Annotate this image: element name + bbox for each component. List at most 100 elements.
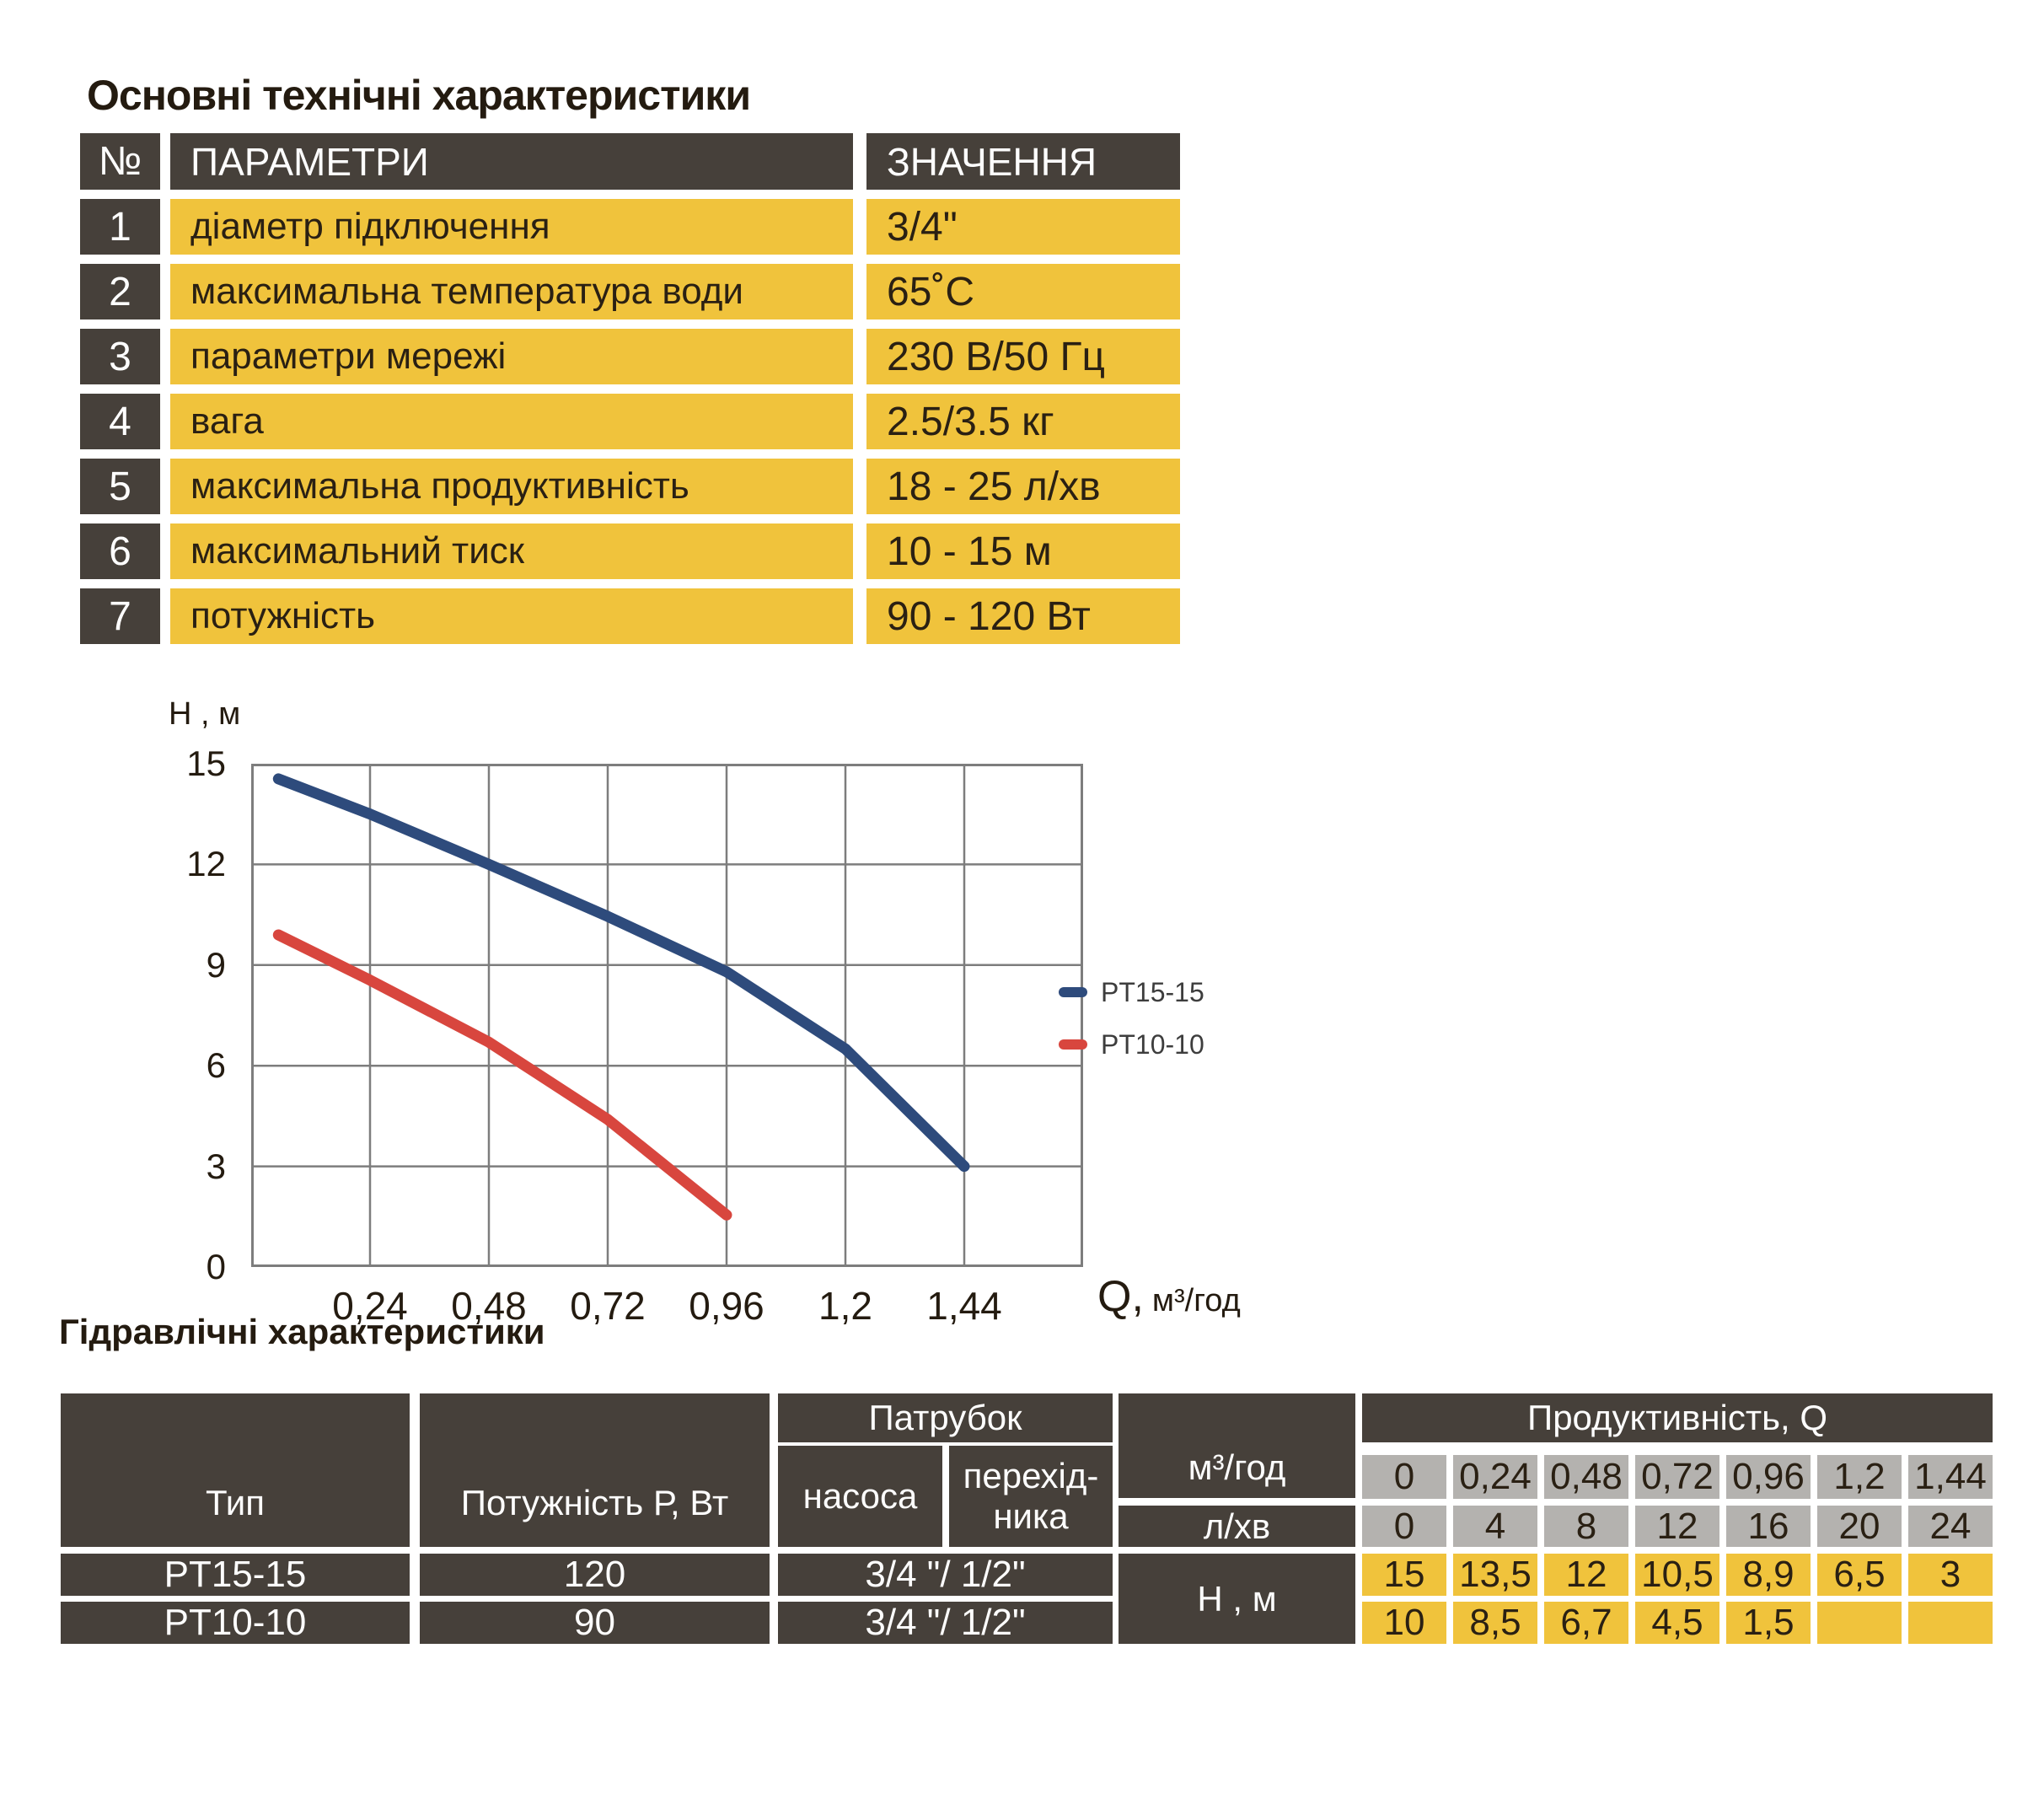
- row-number: 4: [80, 394, 160, 449]
- head-value-cell: [1817, 1602, 1902, 1644]
- pump-type-cell: PT15-15: [61, 1554, 410, 1596]
- row-value: 65˚С: [866, 264, 1180, 319]
- head-value-cell: 8,5: [1453, 1602, 1537, 1644]
- spec-table: № ПАРАМЕТРИ ЗНАЧЕННЯ 1 діаметр підключен…: [80, 133, 1180, 653]
- legend-item-pt10: PT10-10: [1059, 1028, 1204, 1060]
- unit-cell-lmin: л/хв: [1119, 1506, 1355, 1547]
- row-parameter: максимальний тиск: [170, 523, 853, 579]
- head-value-cell: 13,5: [1453, 1554, 1537, 1596]
- series-line-pt15-15: [272, 773, 970, 1173]
- page-title: Основні технічні характеристики: [87, 72, 751, 119]
- section-title: Гідравлічні характеристики: [59, 1312, 545, 1351]
- row-parameter: потужність: [170, 588, 853, 644]
- q-lmin-cell: 16: [1726, 1506, 1811, 1547]
- head-value-cell: 10: [1362, 1602, 1446, 1644]
- q-m3h-cell: 0,48: [1544, 1455, 1628, 1499]
- row-value: 90 - 120 Вт: [866, 588, 1180, 644]
- col-header-nasosa: насоса: [778, 1446, 942, 1547]
- row-number: 5: [80, 459, 160, 514]
- x-tick: 0,96: [689, 1284, 764, 1328]
- col-header-type: Тип: [61, 1393, 410, 1547]
- pump-power-cell: 120: [420, 1554, 770, 1596]
- row-number: 6: [80, 523, 160, 579]
- table-row: 4 вага 2.5/3.5 кг: [80, 394, 1180, 449]
- x-tick: 1,2: [818, 1284, 872, 1328]
- row-number: 2: [80, 264, 160, 319]
- col-header-patrubok: Патрубок: [778, 1393, 1113, 1442]
- row-value: 230 В/50 Гц: [866, 329, 1180, 384]
- table-row: 3 параметри мережі 230 В/50 Гц: [80, 329, 1180, 384]
- pump-patrubok-cell: 3/4 "/ 1/2": [778, 1554, 1113, 1596]
- row-value: 2.5/3.5 кг: [866, 394, 1180, 449]
- table-row: 1 діаметр підключення 3/4": [80, 199, 1180, 255]
- spec-header-param: ПАРАМЕТРИ: [170, 133, 853, 190]
- row-parameter: максимальна температура води: [170, 264, 853, 319]
- row-parameter: вага: [170, 394, 853, 449]
- y-tick: 0: [206, 1247, 226, 1286]
- head-value-cell: 12: [1544, 1554, 1628, 1596]
- y-tick: 15: [186, 744, 226, 783]
- table-row: 5 максимальна продуктивність 18 - 25 л/х…: [80, 459, 1180, 514]
- spec-header-value: ЗНАЧЕННЯ: [866, 133, 1180, 190]
- q-m3h-cell: 0: [1362, 1455, 1446, 1499]
- spec-header-num: №: [80, 133, 160, 190]
- row-parameter: діаметр підключення: [170, 199, 853, 255]
- row-number: 1: [80, 199, 160, 255]
- col-header-productivity: Продуктивність, Q: [1362, 1393, 1993, 1442]
- chart-x-axis-label: Q, м³/год: [1097, 1271, 1241, 1322]
- y-tick: 3: [206, 1146, 226, 1186]
- row-value: 3/4": [866, 199, 1180, 255]
- head-value-cell: 6,5: [1817, 1554, 1902, 1596]
- legend-dash-icon: [1059, 1039, 1087, 1050]
- q-lmin-cell: 4: [1453, 1506, 1537, 1547]
- x-tick: 0,48: [451, 1284, 527, 1328]
- row-number: 7: [80, 588, 160, 644]
- table-row: 6 максимальний тиск 10 - 15 м: [80, 523, 1180, 579]
- row-parameter: параметри мережі: [170, 329, 853, 384]
- row-parameter: максимальна продуктивність: [170, 459, 853, 514]
- head-value-cell: 6,7: [1544, 1602, 1628, 1644]
- q-m3h-cell: 0,72: [1635, 1455, 1719, 1499]
- pump-type-cell: PT10-10: [61, 1602, 410, 1644]
- q-lmin-cell: 12: [1635, 1506, 1719, 1547]
- x-axis-quantity: Q,: [1097, 1272, 1144, 1321]
- q-m3h-cell: 0,96: [1726, 1455, 1811, 1499]
- row-number: 3: [80, 329, 160, 384]
- pump-patrubok-cell: 3/4 "/ 1/2": [778, 1602, 1113, 1644]
- table-row: 2 максимальна температура води 65˚С: [80, 264, 1180, 319]
- head-value-cell: 3: [1908, 1554, 1993, 1596]
- y-tick: 6: [206, 1045, 226, 1085]
- row-value: 10 - 15 м: [866, 523, 1180, 579]
- col-header-perehidnyka: перехід- ника: [949, 1446, 1113, 1547]
- pump-performance-chart: [251, 764, 1083, 1267]
- y-tick: 9: [206, 945, 226, 985]
- hydraulic-table: Тип Потужність Р, Вт Патрубок насоса пер…: [61, 1393, 1993, 1644]
- head-value-cell: 4,5: [1635, 1602, 1719, 1644]
- x-tick: 1,44: [926, 1284, 1002, 1328]
- q-m3h-cell: 0,24: [1453, 1455, 1537, 1499]
- head-value-cell: 10,5: [1635, 1554, 1719, 1596]
- pump-power-cell: 90: [420, 1602, 770, 1644]
- x-tick: 0,72: [570, 1284, 646, 1328]
- legend-item-pt15: PT15-15: [1059, 976, 1204, 1008]
- y-tick: 12: [186, 844, 226, 883]
- head-value-cell: 8,9: [1726, 1554, 1811, 1596]
- spec-table-header-row: № ПАРАМЕТРИ ЗНАЧЕННЯ: [80, 133, 1180, 190]
- chart-y-axis-label: Н , м: [169, 696, 241, 732]
- q-lmin-cell: 24: [1908, 1506, 1993, 1547]
- legend-label: PT15-15: [1101, 976, 1204, 1007]
- head-value-cell: 15: [1362, 1554, 1446, 1596]
- q-m3h-cell: 1,44: [1908, 1455, 1993, 1499]
- x-tick: 0,24: [332, 1284, 408, 1328]
- legend-dash-icon: [1059, 987, 1087, 997]
- row-value: 18 - 25 л/хв: [866, 459, 1180, 514]
- q-lmin-cell: 20: [1817, 1506, 1902, 1547]
- q-lmin-cell: 0: [1362, 1506, 1446, 1547]
- q-lmin-cell: 8: [1544, 1506, 1628, 1547]
- head-value-cell: [1908, 1602, 1993, 1644]
- head-value-cell: 1,5: [1726, 1602, 1811, 1644]
- series-line-pt10-10: [272, 929, 732, 1221]
- chart-legend: PT15-15 PT10-10: [1059, 976, 1204, 1081]
- q-m3h-cell: 1,2: [1817, 1455, 1902, 1499]
